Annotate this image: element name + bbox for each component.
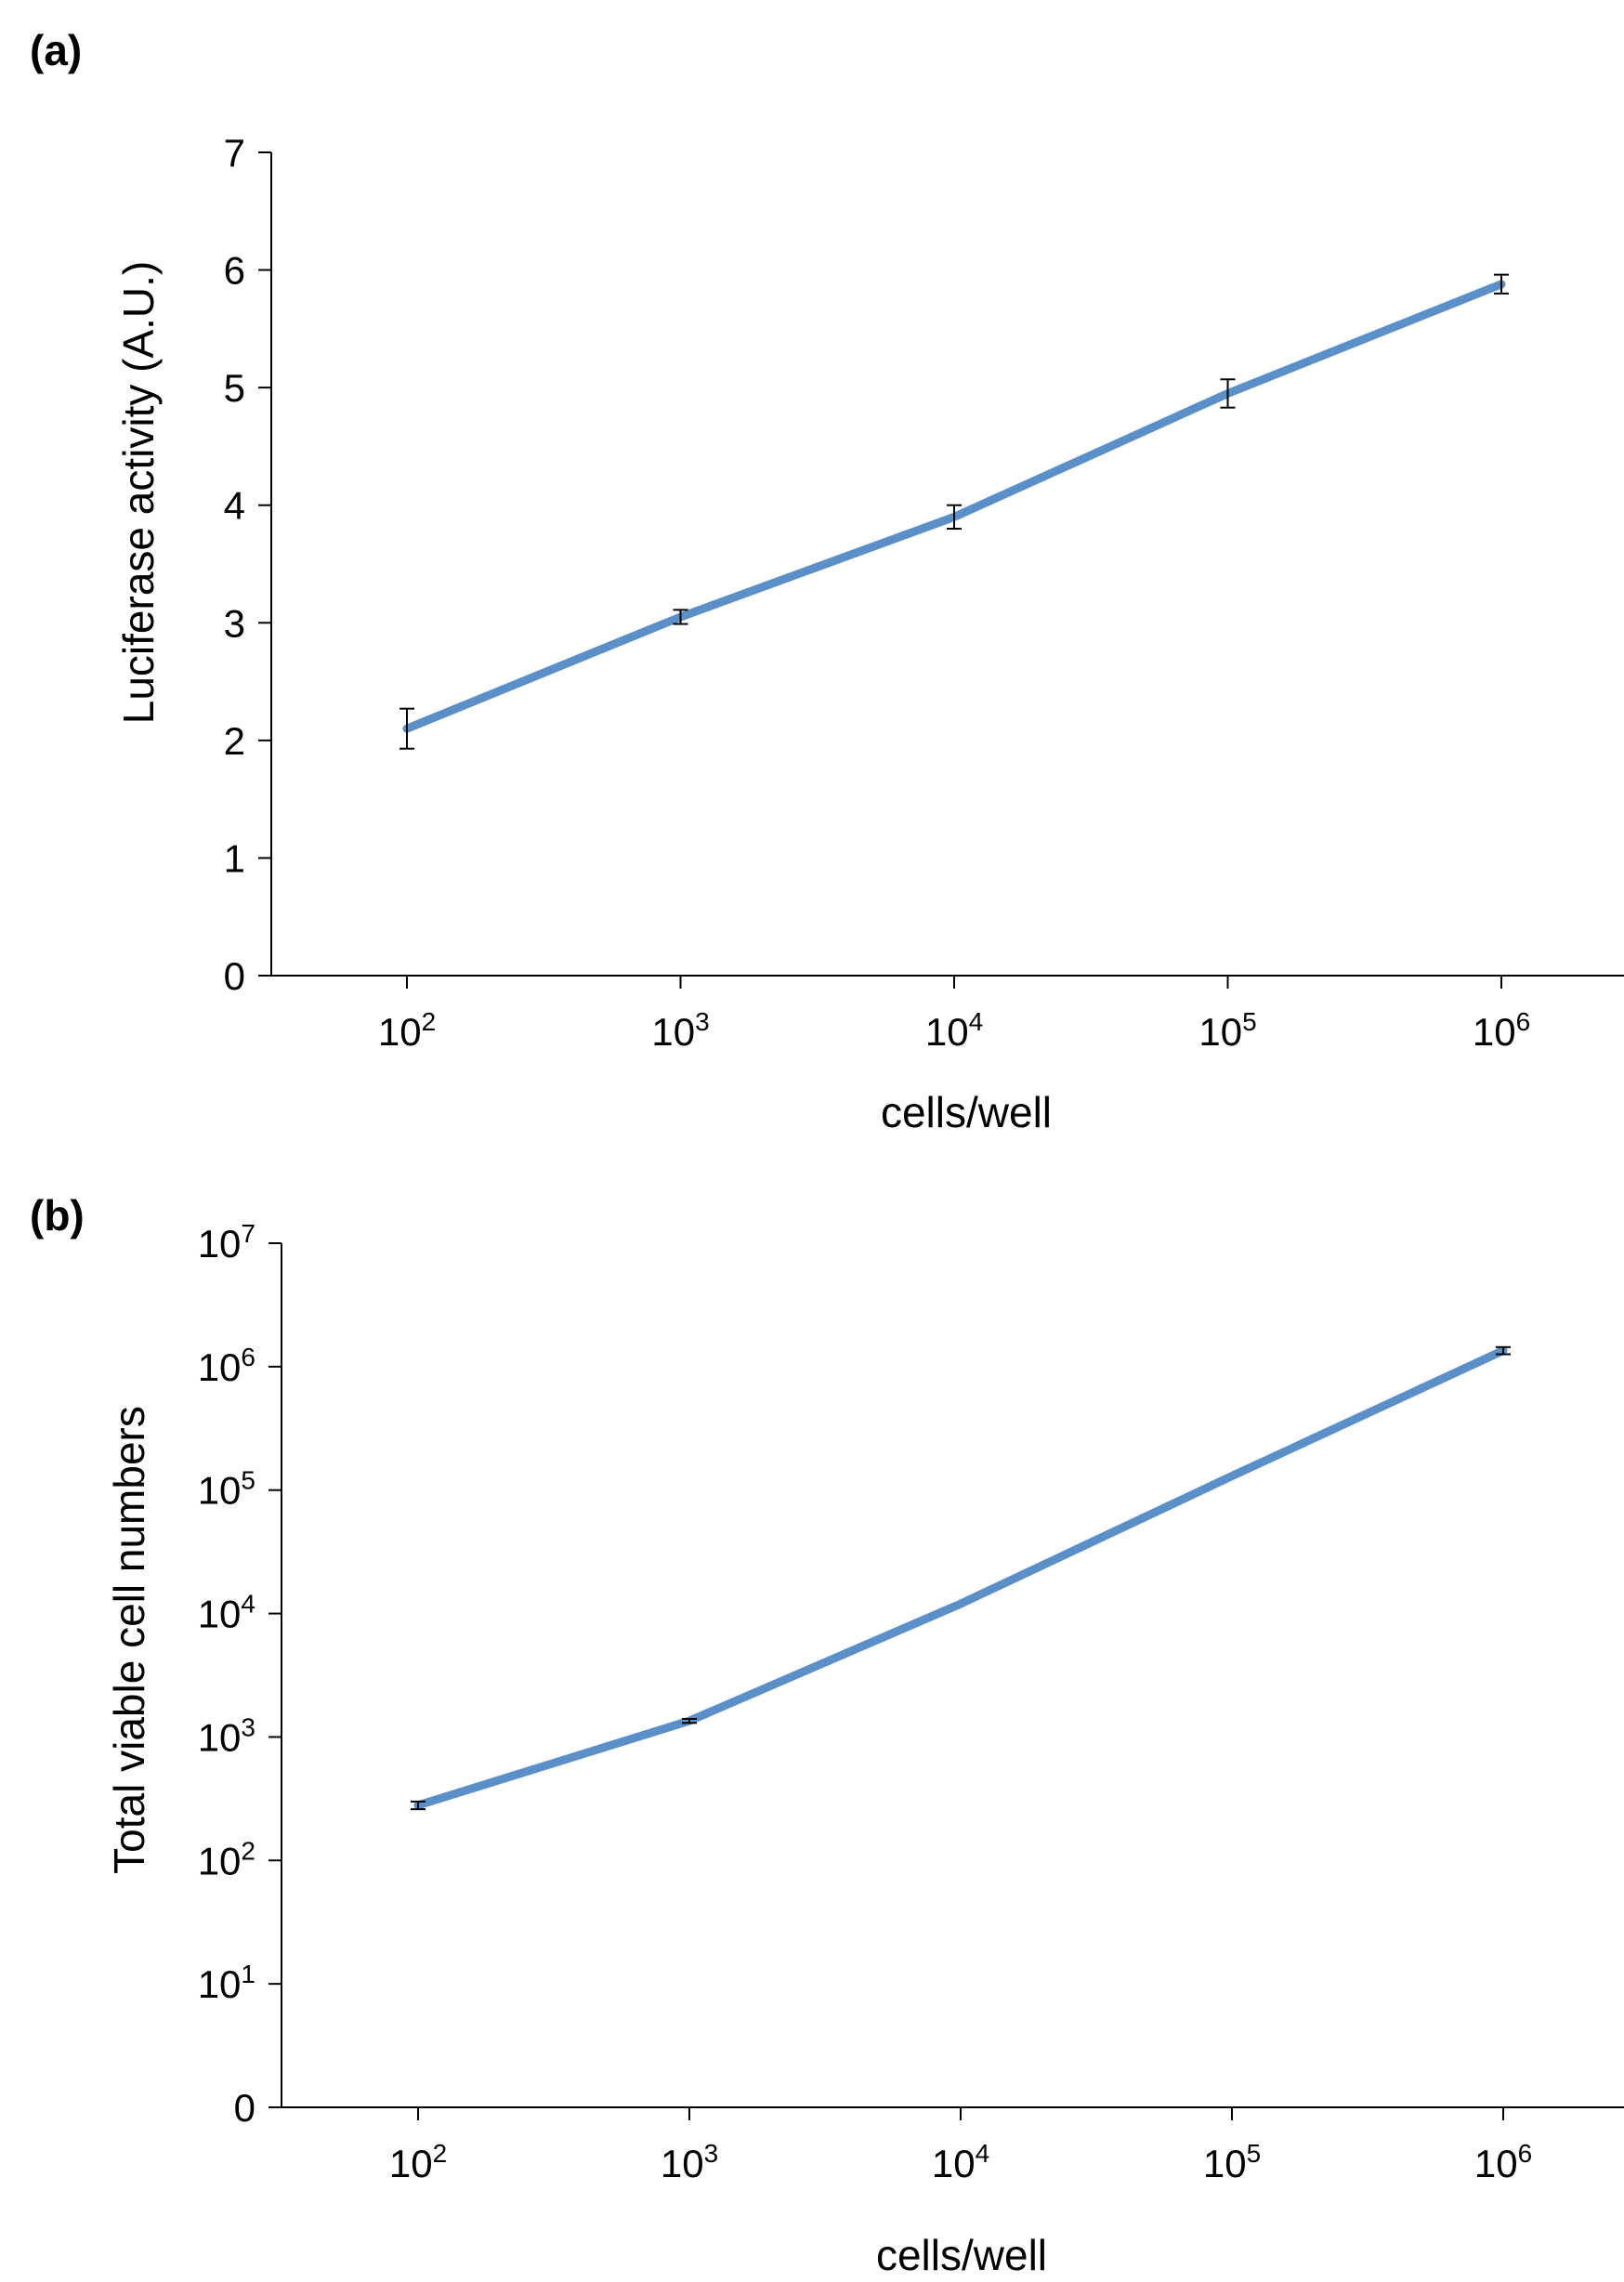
x-tick-label-b: 105 — [1203, 2139, 1261, 2185]
panel-label-b: (b) — [30, 1191, 85, 1239]
x-tick-label-a: 103 — [651, 1007, 709, 1054]
y-tick-label-a: 6 — [224, 249, 245, 293]
x-tick-label-b: 103 — [661, 2139, 718, 2185]
panel-label-a: (a) — [30, 26, 82, 74]
x-axis-title-b: cells/well — [876, 2231, 1047, 2279]
y-tick-label-b: 104 — [198, 1590, 255, 1636]
x-tick-label-a: 105 — [1198, 1007, 1256, 1054]
x-tick-label-a: 106 — [1473, 1007, 1530, 1054]
y-tick-label-b: 105 — [198, 1466, 255, 1513]
x-tick-label-b: 106 — [1474, 2139, 1532, 2185]
y-tick-label-a: 5 — [224, 366, 245, 410]
x-axis-title-a: cells/well — [881, 1088, 1052, 1136]
x-tick-label-b: 104 — [932, 2139, 989, 2185]
y-tick-label-b: 106 — [198, 1343, 255, 1389]
y-tick-label-a: 2 — [224, 719, 245, 763]
y-tick-label-a: 4 — [224, 484, 245, 528]
series-line-b — [413, 1346, 1508, 1810]
y-axis-title-a: Luciferase activity (A.U.) — [114, 261, 163, 724]
y-tick-label-b: 101 — [198, 1960, 255, 2006]
x-tick-label-b: 102 — [389, 2139, 447, 2185]
y-tick-label-b: 107 — [198, 1219, 255, 1266]
chart-panel-b: (b) Total viable cell numbers cells/well… — [30, 1191, 1624, 2279]
x-tick-label-a: 104 — [925, 1007, 983, 1054]
y-tick-label-b: 102 — [198, 1836, 255, 1882]
y-tick-label-a: 1 — [224, 836, 245, 880]
x-tick-label-a: 102 — [378, 1007, 436, 1054]
y-tick-label-b: 0 — [234, 2086, 255, 2130]
y-tick-label-b: 103 — [198, 1712, 255, 1759]
y-axis-title-b: Total viable cell numbers — [105, 1406, 153, 1874]
chart-panel-a: (a) Luciferase activity (A.U.) cells/wel… — [30, 26, 1624, 1136]
y-tick-label-a: 3 — [224, 601, 245, 645]
y-tick-label-a: 7 — [224, 131, 245, 175]
y-tick-label-a: 0 — [224, 954, 245, 998]
